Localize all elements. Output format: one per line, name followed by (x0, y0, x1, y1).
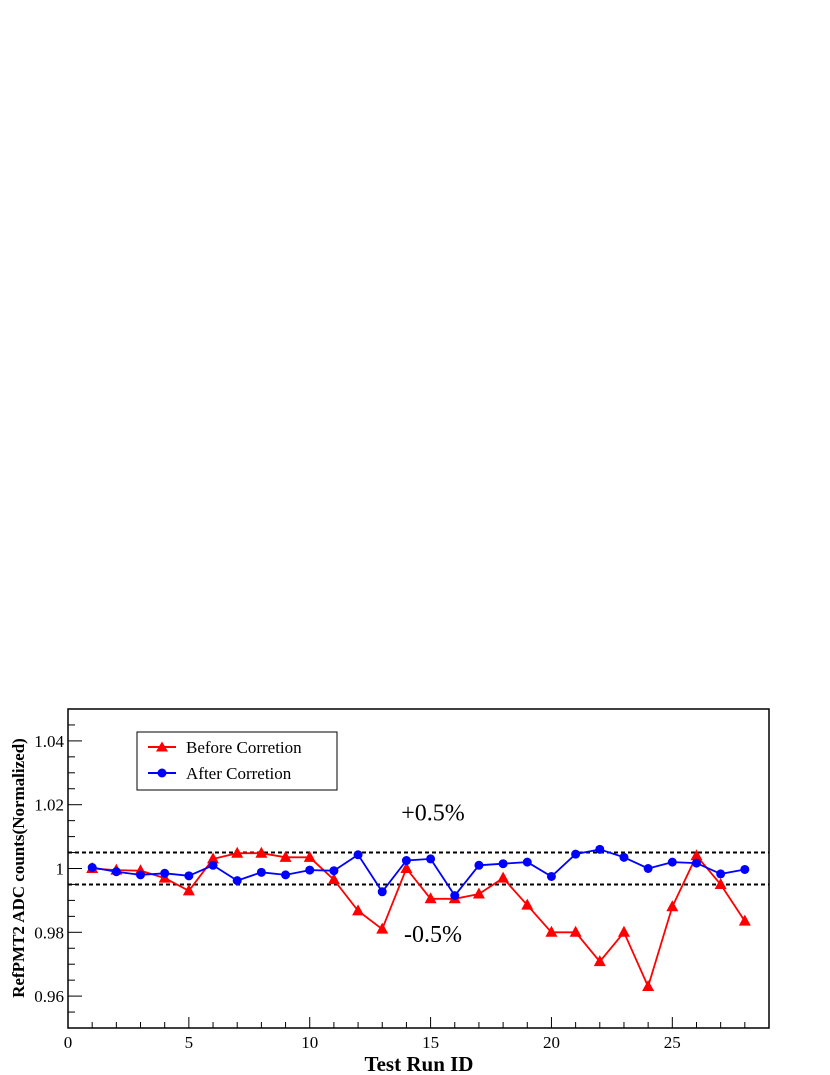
data-point-triangle (207, 852, 220, 864)
data-point-circle (643, 864, 653, 873)
data-point-circle (136, 870, 146, 880)
y-tick-label: 1.02 (34, 796, 64, 815)
data-point-circle (184, 871, 194, 881)
y-axis-title: RefPMT2 ADC counts(Normalized) (9, 738, 28, 998)
data-point-circle (619, 852, 629, 862)
x-tick-label: 5 (185, 1033, 194, 1052)
data-point-circle (208, 860, 218, 870)
data-point-circle (546, 871, 556, 881)
y-tick-label: 1 (56, 860, 65, 879)
annotation-label: +0.5% (401, 801, 465, 827)
data-point-triangle (472, 887, 485, 899)
data-point-triangle (666, 900, 679, 912)
data-point-circle (353, 850, 363, 860)
series-layer (86, 844, 751, 992)
data-point-circle (111, 867, 121, 877)
data-point-circle (329, 866, 339, 876)
data-point-circle (160, 868, 170, 878)
legend: Before Corretion After Corretion (136, 731, 338, 791)
data-point-circle (256, 867, 266, 877)
data-point-triangle (738, 914, 751, 926)
data-point-triangle (545, 925, 558, 937)
legend-label-before: Before Corretion (186, 738, 302, 757)
data-point-triangle (231, 846, 244, 858)
series-line (92, 848, 745, 898)
data-point-triangle (303, 850, 316, 862)
data-point-circle (571, 849, 581, 859)
data-point-triangle (327, 873, 340, 885)
y-tick-label: 1.04 (34, 732, 64, 751)
data-point-triangle (642, 980, 655, 992)
data-point-circle (281, 870, 291, 880)
legend-marker-circle (157, 768, 167, 778)
data-point-triangle (593, 955, 606, 967)
data-point-circle (474, 860, 484, 870)
data-point-circle (498, 859, 508, 869)
data-point-circle (667, 857, 677, 867)
data-point-triangle (690, 849, 703, 861)
data-point-triangle (521, 898, 534, 910)
data-point-circle (305, 865, 315, 875)
annotation-label: -0.5% (404, 922, 462, 948)
data-point-triangle (182, 884, 195, 896)
data-point-circle (450, 891, 460, 901)
data-point-circle (426, 854, 436, 864)
legend-label-after: After Corretion (186, 764, 292, 783)
series-after (87, 844, 750, 901)
axes: 0 5 10 15 20 25 0.96 0.98 1 1.02 1.04 (34, 708, 770, 1052)
data-point-triangle (424, 892, 437, 904)
data-point-triangle (400, 862, 413, 873)
data-point-triangle (617, 925, 630, 937)
data-point-circle (522, 857, 532, 867)
data-point-triangle (352, 904, 365, 916)
annotations: +0.5% -0.5% (401, 801, 465, 948)
x-tick-label: 0 (64, 1033, 73, 1052)
legend-marker-triangle (156, 741, 168, 752)
legend-box (136, 731, 338, 791)
data-point-circle (691, 858, 701, 868)
data-point-triangle (569, 925, 582, 937)
x-tick-label: 10 (301, 1033, 318, 1052)
data-point-triangle (279, 850, 292, 862)
x-tick-label: 20 (543, 1033, 560, 1052)
data-point-triangle (497, 871, 510, 883)
x-axis-title: Test Run ID (365, 1052, 474, 1075)
x-tick-label: 25 (664, 1033, 681, 1052)
y-tick-label: 0.98 (34, 923, 64, 942)
x-tick-label: 15 (422, 1033, 439, 1052)
data-point-circle (716, 869, 726, 879)
data-point-circle (595, 844, 605, 854)
data-point-triangle (255, 846, 268, 858)
series-line (92, 852, 746, 990)
data-point-circle (401, 856, 411, 866)
data-point-circle (87, 863, 97, 873)
reference-lines (68, 851, 769, 886)
data-point-circle (232, 876, 242, 886)
data-point-circle (377, 887, 387, 897)
data-point-circle (740, 864, 750, 874)
data-point-triangle (376, 922, 389, 934)
data-point-triangle (714, 877, 727, 889)
y-tick-label: 0.96 (34, 987, 64, 1006)
